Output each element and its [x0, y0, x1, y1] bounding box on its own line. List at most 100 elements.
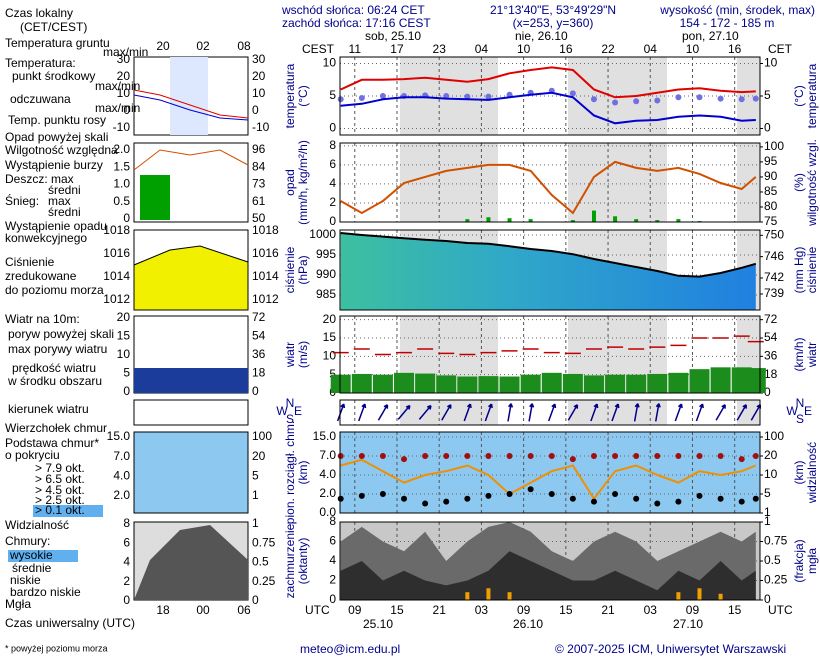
legend-tick-label: 1014 [103, 269, 130, 283]
y2-axis-title: mgła [805, 548, 819, 574]
y2-axis-title: (km) [792, 461, 806, 485]
compass-letter: W [786, 404, 798, 418]
y2-tick-label: 746 [764, 249, 784, 263]
x2-tick-label: 16 [559, 42, 573, 56]
wind-arrow [715, 404, 726, 421]
legend-label: niskie [10, 573, 41, 587]
x-tick-label: 21 [433, 603, 447, 617]
x-tick-label: 03 [644, 603, 658, 617]
legend-tick-label: 20 [117, 310, 131, 324]
y-axis-title: temperatura [283, 63, 297, 128]
mini-line [133, 89, 249, 119]
legend-tick-label: -10 [113, 120, 131, 134]
legend-label: max/min [95, 79, 140, 93]
legend-label: max porywy wiatru [8, 342, 107, 356]
y2-tick-label: 5 [764, 88, 771, 102]
wind-arrow [633, 403, 640, 422]
area [340, 551, 756, 600]
legend-tick-label: 72 [252, 310, 266, 324]
y2-tick-label: 85 [764, 184, 778, 198]
y-tick-label: 20 [323, 312, 337, 326]
dot [752, 453, 759, 459]
y-tick-label: 2.0 [319, 486, 336, 500]
x-tick-label: 09 [348, 603, 362, 617]
x2-tick-label: 10 [517, 42, 531, 56]
bar [647, 373, 668, 393]
y-axis-title: ciśnienie [283, 246, 297, 293]
dot [401, 456, 408, 463]
wind-arrow [567, 404, 579, 421]
legend-tick-label: 1 [252, 488, 259, 502]
legend-tick-label: 0 [123, 211, 130, 225]
bar [697, 588, 702, 600]
dot [337, 453, 344, 459]
bar [655, 220, 660, 222]
x-tick-label: 21 [601, 603, 615, 617]
dot [379, 93, 386, 99]
bar [570, 220, 575, 222]
y2-axis-title: ciśnienie [805, 246, 819, 293]
x2-tick-label: 22 [601, 42, 615, 56]
y2-tick-label: 0 [764, 385, 771, 399]
dot [422, 500, 429, 507]
y-axis-title: (km) [296, 461, 310, 485]
wind-arrow [484, 403, 493, 422]
y-tick-label: 10 [323, 349, 337, 363]
dot [548, 453, 555, 459]
y2-axis-title: (km/h) [792, 338, 806, 372]
wind-arrow [736, 404, 747, 421]
dot [337, 96, 344, 103]
sunset: zachód słońca: 17:16 CEST [282, 16, 431, 30]
y2-axis-title: wilgotność wzgl. [805, 139, 819, 227]
legend-tick-label: 1016 [103, 246, 130, 260]
y2-tick-label: 0.25 [764, 573, 788, 587]
dot [675, 498, 682, 505]
legend-tick-label: 1 [252, 516, 259, 530]
legend-tick-label: 5 [252, 469, 259, 483]
x-tick-label: 15 [559, 603, 573, 617]
legend-tick-label: 1016 [252, 246, 279, 260]
legend-label: Wystąpienie burzy [5, 158, 103, 172]
y-tick-label: 15.0 [313, 429, 337, 443]
y-tick-label: 2 [329, 195, 336, 209]
legend-label: Temperatura: [5, 56, 76, 70]
dot [506, 453, 513, 459]
dot [443, 93, 450, 99]
y2-tick-label: 10 [764, 56, 778, 70]
wind-arrow [358, 403, 367, 422]
legend-label: Śnieg: [5, 193, 39, 208]
panel-frame [339, 229, 761, 311]
x2-tick-label: 04 [644, 42, 658, 56]
legend-tick-label: 10 [117, 347, 131, 361]
compass-letter: E [294, 404, 302, 418]
legend-time: 20 [156, 39, 170, 53]
legend-label: konwekcyjnego [5, 231, 87, 245]
dot [738, 96, 745, 103]
y2-axis-title: (frakcja) [792, 539, 806, 582]
legend-tick-label: 20 [252, 449, 266, 463]
y-tick-label: 4 [329, 553, 336, 567]
legend-label: Temp. punktu rosy [8, 113, 106, 127]
wind-arrow [654, 403, 661, 422]
line [340, 232, 757, 278]
x2-tick-label: 16 [728, 42, 742, 56]
legend-tick-label: 8 [123, 516, 130, 530]
dot [464, 93, 471, 100]
line [340, 458, 757, 501]
legend-tick-label: 1014 [252, 269, 279, 283]
bar [499, 376, 520, 393]
area [340, 233, 756, 310]
dot [654, 453, 661, 459]
x-tick-label: 09 [517, 603, 531, 617]
y-tick-label: 995 [316, 247, 336, 261]
bar [436, 375, 457, 393]
legend-label: max [48, 194, 71, 208]
email[interactable]: meteo@icm.edu.pl [300, 642, 400, 656]
dot [443, 453, 450, 459]
elevation: 154 - 172 - 185 m [680, 16, 775, 30]
coords: 21°13'40"E, 53°49'29"N [490, 3, 616, 17]
y2-tick-label: 100 [764, 139, 784, 153]
dot [612, 491, 619, 497]
local-time-label: CEST [302, 42, 335, 56]
legend-tick-label: 2 [123, 574, 130, 588]
